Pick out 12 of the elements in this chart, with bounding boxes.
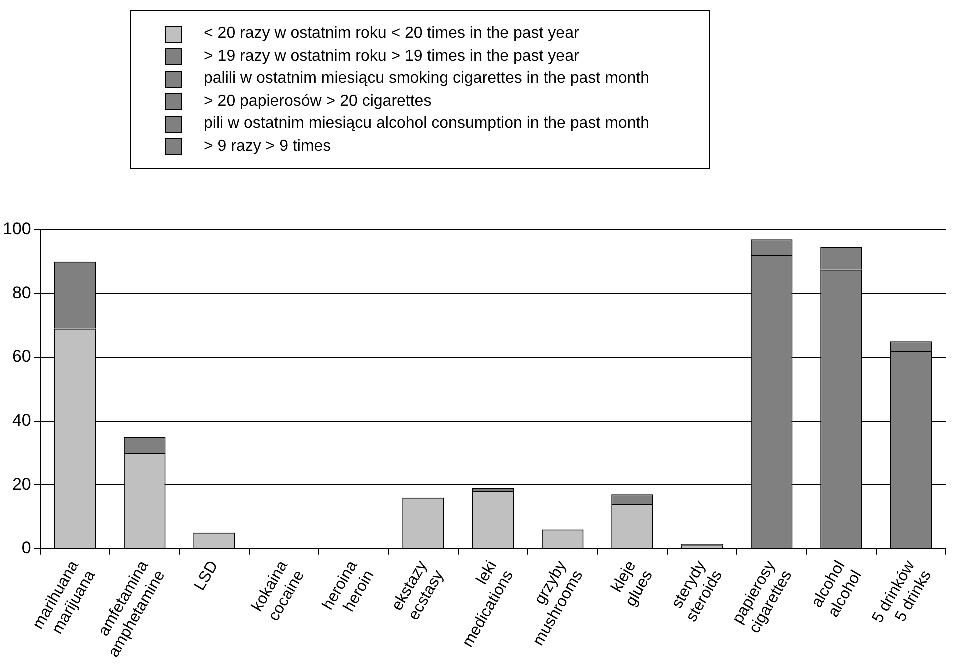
y-tick-label: 80 [12, 283, 32, 302]
y-tick-label: 100 [2, 220, 32, 239]
y-tick-label: 20 [12, 474, 32, 494]
y-tick-label: 40 [12, 410, 32, 430]
legend-label: > 20 papierosów > 20 cigarettes [204, 92, 432, 111]
legend-label: > 9 razy > 9 times [204, 138, 332, 156]
y-tick-label: 60 [12, 347, 32, 366]
legend-label: > 19 razy w ostatnim roku > 19 times in the past year [204, 48, 580, 66]
legend-label: palili w ostatnim miesiącu smoking cigarettes in the past month [204, 70, 650, 88]
legend-label: < 20 razy w ostatnim roku < 20 times in the past year [204, 25, 580, 44]
legend-label: pili w ostatnim miesiącu alcohol consumption in the past month [204, 115, 650, 134]
y-tick-label: 0 [22, 538, 32, 558]
